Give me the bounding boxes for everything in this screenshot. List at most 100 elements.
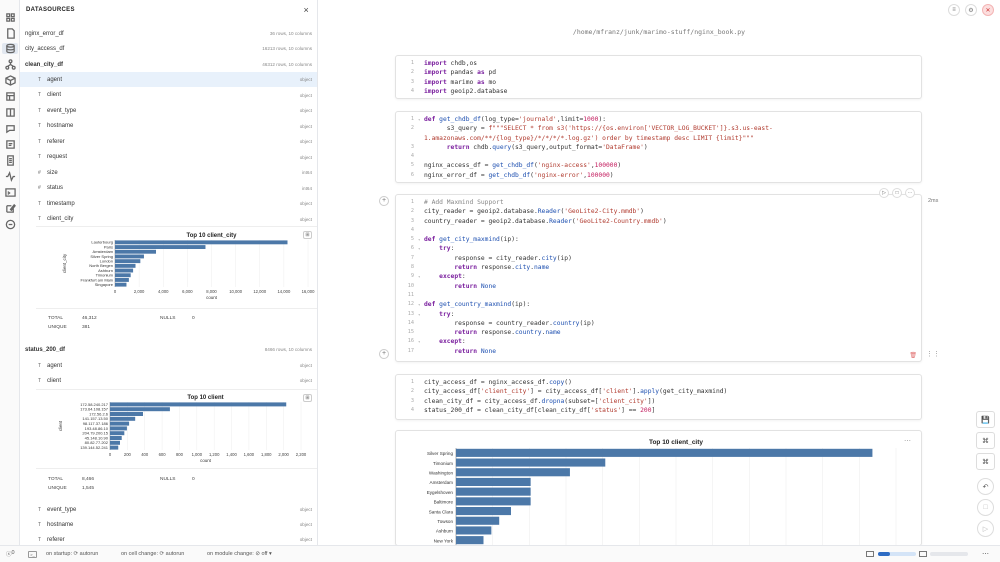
code-cell[interactable]: 1 import chdb,os 2 import pandas as pd 3 im… — [395, 55, 922, 99]
column-row[interactable]: # status int64 — [38, 185, 312, 191]
code-editor[interactable]: 1 city_access_df = nginx_access_df.copy()… — [410, 379, 728, 414]
packages-icon[interactable] — [4, 75, 16, 86]
code-cell[interactable]: 1 city_access_df = nginx_access_df.copy()… — [395, 374, 922, 420]
y-tick-label: 139.144.52.241 — [80, 445, 109, 450]
y-tick-label: Silver Spring — [90, 254, 113, 259]
slider-track[interactable] — [930, 552, 968, 556]
output-cell[interactable]: ⋯ Top 10 client_city Silver Spring Timoniu… — [395, 430, 922, 546]
top-client-city-chart: Top 10 client_city Silver Spring Timonium W… — [427, 439, 897, 545]
dependency-graph-icon[interactable] — [4, 59, 16, 70]
add-cell-below-icon[interactable]: + — [379, 349, 389, 359]
bar — [110, 416, 136, 421]
layout-icon[interactable] — [866, 551, 874, 557]
delete-cell-icon[interactable]: 🗑 — [909, 353, 917, 359]
logs-icon[interactable] — [4, 155, 16, 166]
column-row[interactable]: # size int64 — [38, 169, 312, 176]
code-cell[interactable]: 1 ▾ def get_chdb_df(log_type='journald',li… — [395, 111, 922, 183]
y-tick-label: London — [100, 259, 113, 264]
run-cell-icon[interactable]: ▷ — [879, 188, 889, 198]
y-tick-label: Timonium — [96, 273, 114, 278]
dataset-row[interactable]: city_access_df 16213 rows, 10 columns — [25, 45, 312, 52]
error-count-icon[interactable]: ⓧ 0 — [6, 550, 15, 558]
add-cell-above-icon[interactable]: + — [379, 196, 389, 206]
settings-icon[interactable]: ⚙ — [965, 4, 977, 16]
startup-setting[interactable]: on startup: ⟳ autorun — [46, 551, 99, 557]
x-tick-label: 14,000 — [277, 289, 290, 294]
code-editor[interactable]: 1 import chdb,os 2 import pandas as pd 3 im… — [410, 60, 508, 95]
bar — [456, 477, 531, 486]
variables-icon[interactable] — [4, 12, 16, 23]
datasources-icon[interactable] — [2, 43, 18, 54]
bar — [456, 468, 570, 477]
dataset-row-expanded[interactable]: status_200_df 8466 rows, 10 columns — [25, 346, 312, 353]
x-tick-label: 6,000 — [182, 289, 193, 294]
cell-change-setting[interactable]: on cell change: ⟳ autorun — [121, 551, 185, 557]
tracing-icon[interactable] — [4, 171, 16, 182]
chat-icon[interactable] — [4, 219, 16, 230]
stop-cell-icon[interactable]: □ — [892, 188, 902, 198]
bar — [456, 448, 873, 457]
drag-handle-icon[interactable]: ⋮⋮ — [926, 351, 940, 358]
run-all-icon[interactable]: ▷ — [977, 520, 994, 537]
stop-icon[interactable]: □ — [977, 499, 994, 516]
outline-icon[interactable] — [4, 91, 16, 102]
chart-more-icon[interactable]: ⋯ — [904, 438, 911, 445]
chart-title: Top 10 client_city — [187, 233, 238, 239]
bar — [456, 516, 500, 525]
undo-icon[interactable]: ↶ — [977, 478, 994, 495]
menu-icon[interactable]: ≡ — [948, 4, 960, 16]
bar — [456, 458, 606, 467]
module-change-setting[interactable]: on module change: ⊘ off ▾ — [207, 551, 272, 557]
scratchpad-icon[interactable] — [4, 139, 16, 150]
x-tick-label: 16,000 — [302, 289, 315, 294]
bar — [115, 273, 131, 278]
command-palette-icon[interactable]: ⌘ — [976, 432, 995, 449]
cell-more-icon[interactable]: ⋯ — [905, 188, 915, 198]
keyboard-shortcuts-icon[interactable]: ⌘ — [976, 453, 995, 470]
more-options-icon[interactable]: ⋯ — [982, 551, 989, 558]
cell-toolbar: ▷ □ ⋯ — [879, 188, 915, 198]
chart-action-icon[interactable]: ⊞ — [303, 231, 312, 239]
code-editor[interactable]: 1 # Add Maxmind Support 2 city_reader = ge… — [407, 199, 667, 355]
y-tick-label: Washington — [429, 471, 454, 476]
column-stats: TOTAL 46,312 NULLS 0 UNIQUE 381 — [48, 316, 195, 330]
y-tick-label: 172.58.240.217 — [80, 402, 109, 407]
x-tick-label: 1,600 — [244, 452, 255, 457]
y-axis-label: client_city — [62, 253, 67, 273]
shutdown-icon[interactable]: ✕ — [982, 4, 994, 16]
dataset-row[interactable]: nginx_error_df 36 rows, 10 columns — [25, 30, 312, 37]
close-icon[interactable]: × — [303, 5, 309, 15]
file-icon[interactable] — [4, 28, 16, 39]
snippets-icon[interactable] — [4, 123, 16, 134]
code-cell-active[interactable]: 1 # Add Maxmind Support 2 city_reader = ge… — [395, 188, 922, 362]
panel-header: DATASOURCES × — [20, 0, 317, 20]
terminal-icon[interactable] — [4, 187, 16, 198]
panel-icon[interactable] — [919, 551, 927, 557]
save-icon[interactable]: 💾 — [976, 411, 995, 428]
documentation-icon[interactable] — [4, 107, 16, 118]
chart-action-icon[interactable]: ⊞ — [303, 394, 312, 402]
x-tick-label: 1,000 — [192, 452, 203, 457]
y-tick-label: 173.64.108.157 — [80, 407, 109, 412]
chart-title: Top 10 client_city — [649, 439, 703, 446]
x-tick-label: 10,000 — [229, 289, 242, 294]
code-editor[interactable]: 1 ▾ def get_chdb_df(log_type='journald',li… — [410, 116, 773, 179]
bar — [115, 268, 134, 273]
terminal-toggle-icon[interactable]: >_ — [28, 550, 37, 558]
edit-icon[interactable] — [4, 203, 16, 214]
dataset-row-expanded[interactable]: clean_city_df 46312 rows, 10 columns — [25, 61, 312, 68]
client-city-chart: Top 10 client_city 0 2,000 4,000 6,000 8,000 1… — [62, 233, 315, 300]
